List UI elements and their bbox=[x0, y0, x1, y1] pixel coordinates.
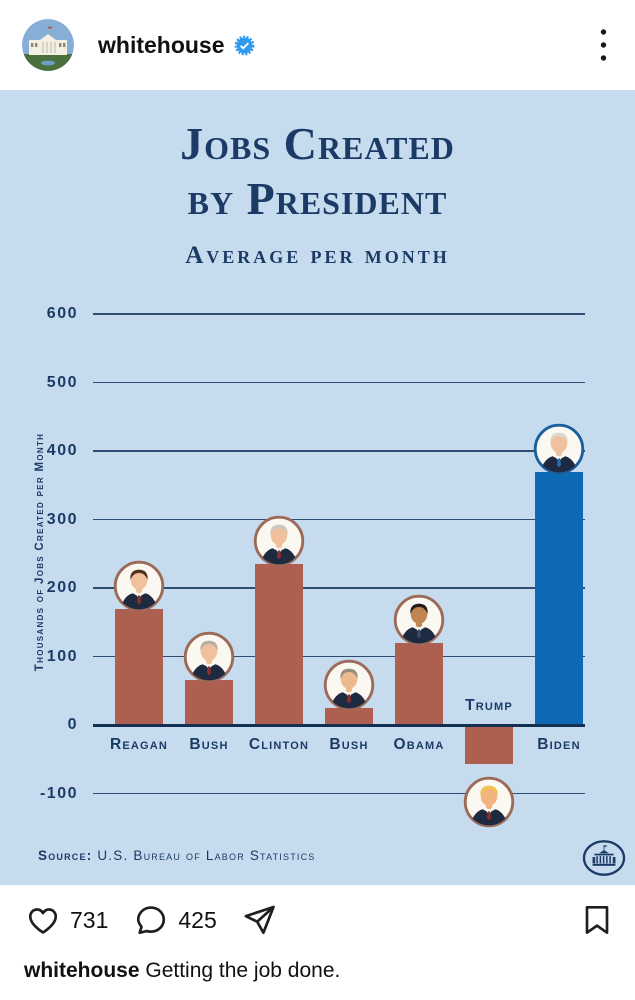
y-axis-label: Thousands of Jobs Created per Month bbox=[34, 432, 46, 672]
caption-username[interactable]: whitehouse bbox=[24, 959, 140, 982]
save-button[interactable] bbox=[581, 904, 613, 936]
verified-badge-icon bbox=[234, 35, 255, 56]
bush-portrait bbox=[182, 630, 236, 684]
y-tick-100: 100 bbox=[46, 647, 78, 665]
chart-title-line2: by President bbox=[187, 173, 448, 225]
chart-title: Jobs Created by President bbox=[0, 116, 635, 226]
y-tick-200: 200 bbox=[46, 579, 78, 596]
share-icon bbox=[244, 905, 275, 935]
gridline--100 bbox=[93, 792, 585, 795]
bar-trump-5 bbox=[465, 726, 513, 765]
x-label-bush-3: Bush bbox=[329, 736, 369, 753]
username[interactable]: whitehouse bbox=[98, 31, 225, 58]
more-options-button[interactable] bbox=[590, 22, 617, 68]
source-label: Source: bbox=[38, 848, 93, 863]
y-tick-600: 600 bbox=[46, 305, 78, 322]
share-button[interactable] bbox=[243, 903, 277, 937]
chart-image: Jobs Created by President Average per mo… bbox=[0, 90, 635, 885]
y-tick-400: 400 bbox=[46, 442, 78, 459]
x-label-reagan-0: Reagan bbox=[109, 736, 169, 753]
post-header: whitehouse bbox=[0, 0, 635, 90]
caption: whitehouse Getting the job done. bbox=[0, 955, 635, 987]
gridline-300 bbox=[93, 518, 585, 521]
gridline-200 bbox=[93, 587, 585, 589]
obama-portrait bbox=[392, 593, 446, 647]
y-tick-0: 0 bbox=[67, 716, 78, 733]
gridline-500 bbox=[93, 381, 585, 384]
y-tick-300: 300 bbox=[46, 510, 78, 528]
chart-subtitle: Average per month bbox=[185, 242, 450, 269]
comment-icon bbox=[137, 906, 166, 935]
like-group: 731 bbox=[26, 903, 108, 937]
likes-count[interactable]: 731 bbox=[70, 906, 109, 933]
y-tick-500: 500 bbox=[46, 373, 78, 391]
whitehouse-logo-icon bbox=[580, 837, 628, 884]
reagan-portrait bbox=[112, 559, 166, 613]
action-bar: 731 425 bbox=[0, 885, 635, 955]
bar-biden-6 bbox=[535, 471, 583, 725]
chart-title-line1: Jobs Created bbox=[180, 118, 455, 169]
bar-bush-1 bbox=[185, 680, 233, 725]
source-text: U.S. Bureau of Labor Statistics bbox=[97, 848, 316, 863]
gridline-400 bbox=[93, 450, 585, 452]
x-label-trump-5: Trump bbox=[465, 697, 513, 714]
bar-reagan-0 bbox=[115, 608, 163, 725]
x-label-clinton-2: Clinton bbox=[248, 736, 310, 753]
y-tick--100: -100 bbox=[39, 784, 78, 802]
comment-group: 425 bbox=[134, 903, 217, 937]
like-button[interactable] bbox=[26, 903, 60, 937]
gridline-100 bbox=[93, 655, 585, 658]
three-dots-icon bbox=[600, 29, 607, 61]
comments-count[interactable]: 425 bbox=[178, 906, 217, 933]
bookmark-icon bbox=[585, 906, 609, 934]
trump-portrait bbox=[462, 775, 516, 829]
gridline-600 bbox=[93, 313, 585, 315]
clinton-portrait bbox=[252, 514, 306, 568]
bar-obama-4 bbox=[395, 642, 443, 725]
avatar[interactable] bbox=[22, 19, 74, 71]
x-label-biden-6: Biden bbox=[537, 736, 581, 753]
bar-bush-3 bbox=[325, 707, 373, 725]
x-axis-line bbox=[93, 723, 585, 727]
source-note: Source: U.S. Bureau of Labor Statistics bbox=[38, 848, 316, 863]
x-label-obama-4: Obama bbox=[393, 736, 445, 753]
comment-button[interactable] bbox=[134, 903, 168, 937]
biden-portrait bbox=[532, 422, 586, 476]
caption-text: Getting the job done. bbox=[145, 959, 341, 982]
username-row: whitehouse bbox=[98, 32, 255, 59]
bush-portrait bbox=[322, 658, 376, 712]
bar-clinton-2 bbox=[255, 564, 303, 725]
x-label-bush-1: Bush bbox=[189, 736, 229, 753]
whitehouse-avatar-icon bbox=[22, 19, 74, 71]
heart-icon bbox=[28, 908, 58, 934]
